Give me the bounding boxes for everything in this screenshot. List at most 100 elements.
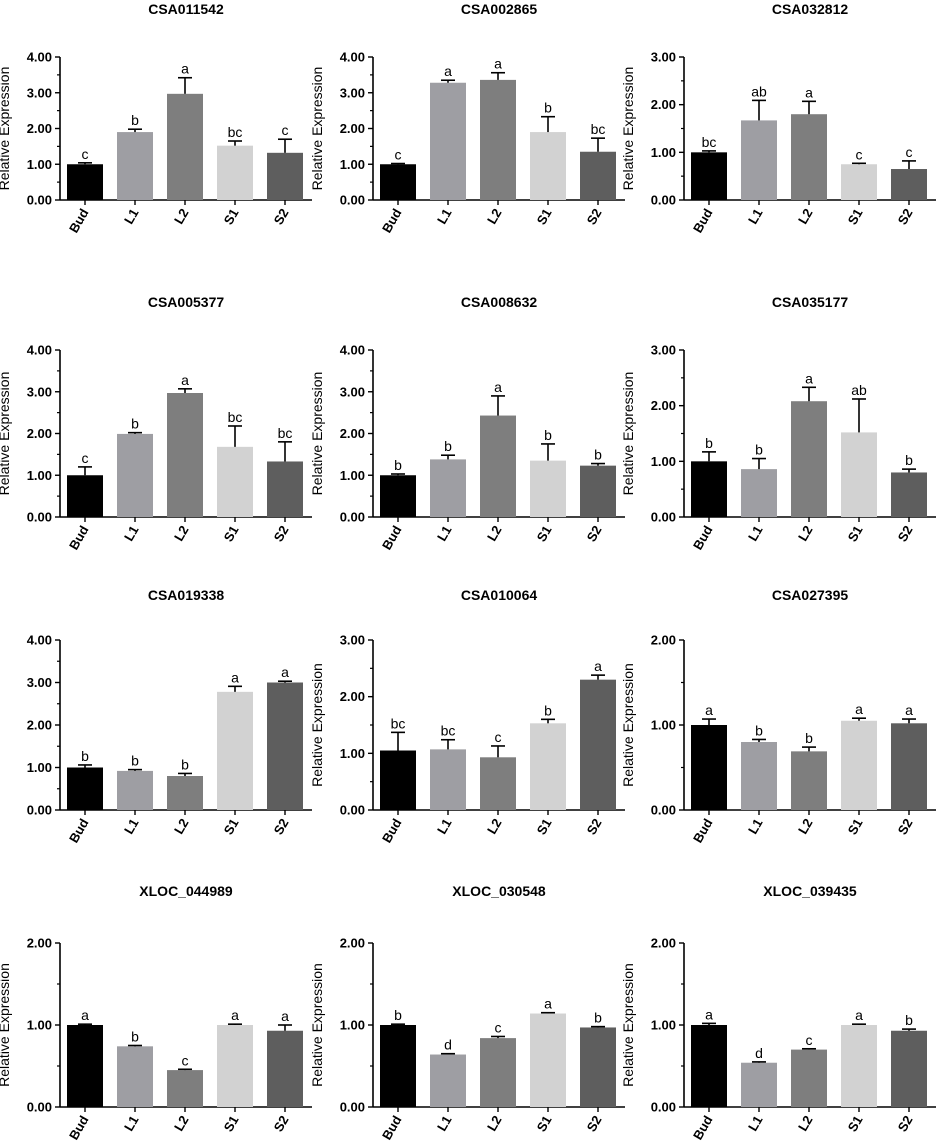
- chart11-sig-letter-L1: d: [755, 1045, 763, 1061]
- chart3-xtick-label-Bud: Bud: [66, 523, 92, 552]
- chart3-ytick-label-4: 4.00: [27, 343, 52, 358]
- chart3-ylabel: Relative Expression: [0, 372, 12, 496]
- chart3-bar-L2: [167, 393, 203, 517]
- chart11-bar-L2: [791, 1049, 827, 1107]
- chart1-bar-Bud: [380, 164, 416, 200]
- chart10-ytick-label-1: 1.00: [340, 1018, 365, 1033]
- chart0-xtick-label-S2: S2: [271, 206, 292, 227]
- chart8-bar-L1: [741, 742, 777, 810]
- chart6-ytick-label-1: 1.00: [27, 760, 52, 775]
- chart1-ytick-label-2: 2.00: [340, 121, 365, 136]
- chart2-xtick-label-L1: L1: [745, 206, 766, 227]
- chart0-ytick-label-2: 2.00: [27, 121, 52, 136]
- chart5-ytick-label-3: 3.00: [651, 343, 676, 358]
- chart2-ytick-label-1: 1.00: [651, 145, 676, 160]
- chart7-ytick-label-1: 1.00: [340, 746, 365, 761]
- chart3-xtick-label-S1: S1: [221, 523, 242, 544]
- chart10-ytick-label-2: 2.00: [340, 936, 365, 951]
- chart10-bar-L1: [430, 1054, 466, 1107]
- chart4-bar-S1: [530, 460, 566, 517]
- chart9-ylabel: Relative Expression: [0, 963, 12, 1087]
- chart5-sig-letter-Bud: b: [705, 435, 713, 451]
- chart3-bar-Bud: [67, 475, 103, 517]
- chart1-ytick-label-4: 4.00: [340, 50, 365, 65]
- chart3-bar-L1: [117, 433, 153, 517]
- chart4-xtick-label-Bud: Bud: [379, 523, 405, 552]
- chart2-sig-letter-L2: a: [805, 84, 813, 100]
- chart7-xtick-label-L2: L2: [484, 816, 505, 837]
- chart0-ytick-label-4: 4.00: [27, 50, 52, 65]
- chart9-bar-S2: [267, 1030, 303, 1107]
- chart1-bar-L1: [430, 82, 466, 200]
- chart7-ylabel: Relative Expression: [309, 663, 325, 787]
- chart4-sig-letter-Bud: b: [394, 457, 402, 473]
- chart5-sig-letter-L2: a: [805, 370, 813, 386]
- chart4-title: CSA008632: [461, 294, 537, 310]
- chart9-xtick-label-L2: L2: [171, 1113, 192, 1134]
- chart3-sig-letter-L2: a: [181, 372, 189, 388]
- chart5-xtick-label-L2: L2: [795, 523, 816, 544]
- chart5-ylabel: Relative Expression: [620, 372, 636, 496]
- chart7-sig-letter-L1: bc: [441, 723, 456, 739]
- chart11-bar-Bud: [691, 1025, 727, 1107]
- chart11-xtick-label-S1: S1: [845, 1113, 866, 1134]
- chart4-bar-L2: [480, 415, 516, 517]
- chart8-bar-L2: [791, 751, 827, 810]
- chart8-sig-letter-S1: a: [855, 701, 863, 717]
- chart3-sig-letter-S1: bc: [228, 409, 243, 425]
- chart0-xtick-label-Bud: Bud: [66, 206, 92, 235]
- chart6-xtick-label-S2: S2: [271, 816, 292, 837]
- chart11-ytick-label-0: 0.00: [651, 1100, 676, 1115]
- chart3-xtick-label-S2: S2: [271, 523, 292, 544]
- chart9-sig-letter-S2: a: [281, 1008, 289, 1024]
- chart6-xtick-label-S1: S1: [221, 816, 242, 837]
- chart7-sig-letter-S1: b: [544, 702, 552, 718]
- chart0-bar-L2: [167, 93, 203, 200]
- chart5-title: CSA035177: [772, 294, 848, 310]
- chart2-xtick-label-Bud: Bud: [690, 206, 716, 235]
- chart10-xtick-label-L1: L1: [434, 1113, 455, 1134]
- chart9-ytick-label-1: 1.00: [27, 1018, 52, 1033]
- chart3-sig-letter-L1: b: [131, 416, 139, 432]
- chart9-bar-S1: [217, 1025, 253, 1107]
- chart8-bar-Bud: [691, 725, 727, 810]
- chart1-sig-letter-S2: bc: [591, 121, 606, 137]
- chart8-sig-letter-L2: b: [805, 730, 813, 746]
- chart9-title: XLOC_044989: [139, 883, 233, 899]
- chart10-xtick-label-L2: L2: [484, 1113, 505, 1134]
- chart9-bar-Bud: [67, 1025, 103, 1107]
- chart2-xtick-label-L2: L2: [795, 206, 816, 227]
- chart1-sig-letter-Bud: c: [395, 147, 402, 163]
- chart7-xtick-label-L1: L1: [434, 816, 455, 837]
- chart10-sig-letter-S1: a: [544, 996, 552, 1012]
- chart11-title: XLOC_039435: [763, 883, 857, 899]
- chart6-bar-Bud: [67, 767, 103, 810]
- chart0-xtick-label-S1: S1: [221, 206, 242, 227]
- chart10-sig-letter-L2: c: [495, 1019, 502, 1035]
- chart5-xtick-label-Bud: Bud: [690, 523, 716, 552]
- chart4-sig-letter-S2: b: [594, 447, 602, 463]
- chart10-bar-S1: [530, 1013, 566, 1107]
- chart0-sig-letter-S1: bc: [228, 124, 243, 140]
- chart2-bar-S1: [841, 164, 877, 200]
- chart11-sig-letter-L2: c: [806, 1032, 813, 1048]
- chart1-sig-letter-L1: a: [444, 63, 452, 79]
- chart7-title: CSA010064: [461, 587, 537, 603]
- chart11-ytick-label-1: 1.00: [651, 1018, 676, 1033]
- chart3-bar-S1: [217, 446, 253, 517]
- chart10-bar-Bud: [380, 1025, 416, 1107]
- chart0-sig-letter-L2: a: [181, 61, 189, 77]
- chart3-ytick-label-1: 1.00: [27, 468, 52, 483]
- chart7-ytick-label-3: 3.00: [340, 633, 365, 648]
- chart4-sig-letter-L1: b: [444, 438, 452, 454]
- chart11-xtick-label-L2: L2: [795, 1113, 816, 1134]
- chart1-sig-letter-S1: b: [544, 100, 552, 116]
- chart6-xtick-label-L1: L1: [121, 816, 142, 837]
- chart0-bar-Bud: [67, 164, 103, 200]
- chart9-ytick-label-2: 2.00: [27, 936, 52, 951]
- chart2-ylabel: Relative Expression: [620, 67, 636, 191]
- chart9-xtick-label-Bud: Bud: [66, 1113, 92, 1142]
- chart10-sig-letter-S2: b: [594, 1010, 602, 1026]
- chart2-xtick-label-S2: S2: [895, 206, 916, 227]
- chart10-sig-letter-L1: d: [444, 1037, 452, 1053]
